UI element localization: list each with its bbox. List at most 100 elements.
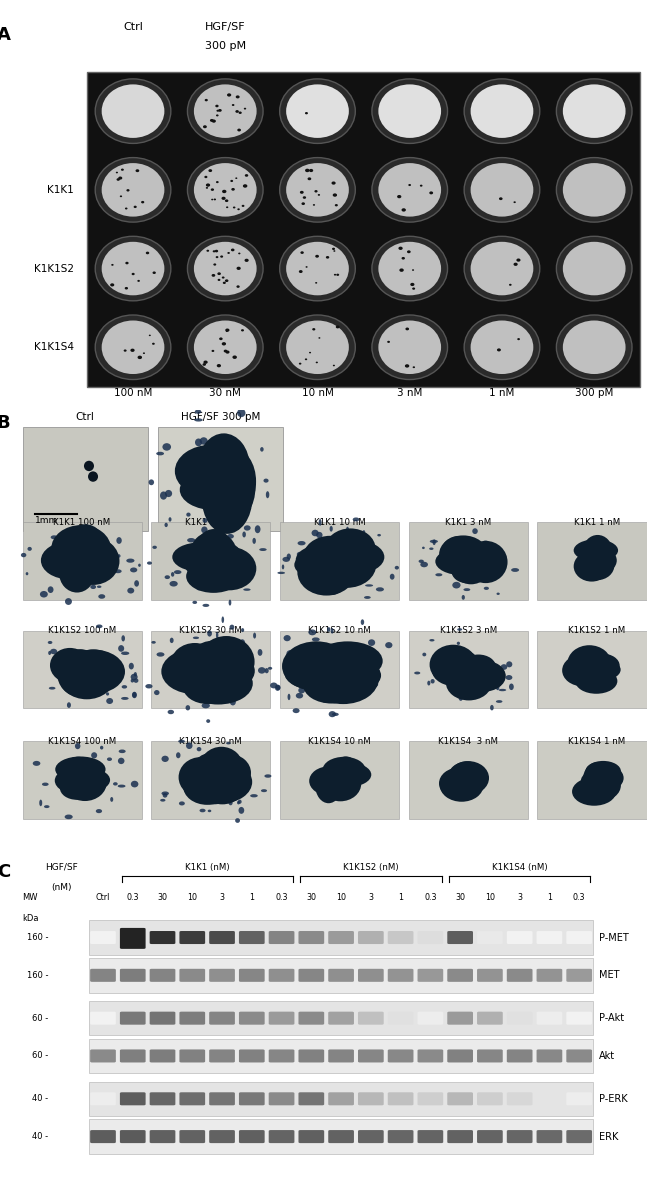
Ellipse shape: [239, 580, 246, 585]
Ellipse shape: [243, 184, 248, 188]
FancyBboxPatch shape: [507, 1130, 532, 1143]
Ellipse shape: [329, 711, 336, 717]
Ellipse shape: [222, 434, 228, 438]
Ellipse shape: [133, 692, 136, 698]
Ellipse shape: [191, 462, 255, 505]
Ellipse shape: [157, 652, 164, 657]
Ellipse shape: [332, 712, 339, 716]
Ellipse shape: [237, 267, 240, 269]
FancyBboxPatch shape: [507, 968, 532, 982]
Ellipse shape: [300, 653, 358, 695]
Ellipse shape: [84, 461, 94, 472]
Ellipse shape: [335, 205, 338, 207]
Ellipse shape: [407, 250, 411, 253]
Ellipse shape: [447, 761, 489, 795]
Ellipse shape: [471, 320, 533, 374]
Ellipse shape: [125, 288, 128, 290]
FancyBboxPatch shape: [328, 1130, 354, 1143]
Ellipse shape: [252, 538, 256, 544]
Ellipse shape: [178, 740, 185, 743]
Text: K1K1S2 30 nM: K1K1S2 30 nM: [179, 627, 242, 635]
Ellipse shape: [303, 196, 306, 198]
Ellipse shape: [223, 282, 226, 284]
FancyBboxPatch shape: [90, 1049, 116, 1062]
FancyBboxPatch shape: [150, 1092, 176, 1106]
Ellipse shape: [372, 158, 448, 223]
FancyBboxPatch shape: [477, 968, 502, 982]
Ellipse shape: [563, 164, 625, 217]
Ellipse shape: [263, 479, 268, 482]
Ellipse shape: [187, 777, 239, 805]
Ellipse shape: [63, 763, 107, 801]
Ellipse shape: [372, 236, 448, 301]
FancyBboxPatch shape: [507, 931, 532, 944]
Ellipse shape: [322, 757, 365, 783]
Ellipse shape: [268, 666, 272, 670]
Ellipse shape: [257, 650, 263, 656]
Ellipse shape: [132, 692, 137, 698]
Ellipse shape: [333, 250, 335, 251]
Ellipse shape: [334, 274, 336, 275]
Ellipse shape: [152, 343, 155, 345]
Ellipse shape: [296, 693, 303, 699]
FancyBboxPatch shape: [328, 1049, 354, 1062]
Ellipse shape: [51, 535, 58, 539]
Ellipse shape: [127, 588, 135, 593]
Ellipse shape: [147, 562, 152, 564]
Ellipse shape: [318, 194, 320, 196]
Ellipse shape: [25, 573, 29, 575]
Ellipse shape: [134, 580, 139, 587]
Ellipse shape: [226, 207, 228, 208]
FancyBboxPatch shape: [358, 1130, 384, 1143]
Ellipse shape: [156, 452, 164, 456]
Ellipse shape: [447, 766, 486, 795]
Ellipse shape: [213, 263, 216, 266]
Ellipse shape: [187, 448, 255, 511]
Ellipse shape: [250, 794, 258, 798]
Ellipse shape: [276, 685, 280, 691]
Ellipse shape: [168, 517, 172, 522]
Ellipse shape: [299, 648, 365, 689]
Ellipse shape: [509, 683, 514, 691]
FancyBboxPatch shape: [388, 968, 413, 982]
Ellipse shape: [556, 315, 632, 379]
Ellipse shape: [287, 553, 291, 559]
Ellipse shape: [286, 242, 349, 295]
Ellipse shape: [309, 351, 311, 354]
Bar: [409, 630, 528, 709]
Ellipse shape: [291, 675, 298, 680]
Ellipse shape: [192, 600, 197, 604]
Ellipse shape: [446, 665, 492, 700]
FancyBboxPatch shape: [566, 1130, 592, 1143]
Ellipse shape: [202, 463, 252, 534]
Bar: [23, 522, 142, 600]
Ellipse shape: [222, 277, 224, 279]
FancyBboxPatch shape: [566, 931, 592, 944]
Ellipse shape: [299, 362, 302, 365]
Ellipse shape: [212, 119, 216, 123]
Ellipse shape: [332, 182, 335, 185]
Ellipse shape: [141, 201, 144, 203]
Ellipse shape: [336, 326, 339, 328]
Text: 100 nM: 100 nM: [114, 389, 152, 398]
FancyBboxPatch shape: [388, 1130, 413, 1143]
Ellipse shape: [186, 559, 241, 593]
Ellipse shape: [161, 648, 228, 694]
Ellipse shape: [242, 205, 244, 207]
FancyBboxPatch shape: [239, 968, 265, 982]
Ellipse shape: [309, 766, 350, 795]
Text: 3: 3: [369, 894, 373, 902]
Bar: [151, 741, 270, 819]
Ellipse shape: [317, 695, 322, 699]
Ellipse shape: [226, 328, 229, 332]
Ellipse shape: [235, 111, 239, 113]
Ellipse shape: [136, 170, 139, 172]
Ellipse shape: [189, 552, 235, 592]
Ellipse shape: [206, 183, 210, 186]
Ellipse shape: [170, 638, 174, 644]
Ellipse shape: [245, 174, 248, 177]
Ellipse shape: [143, 352, 145, 354]
FancyBboxPatch shape: [477, 1049, 502, 1062]
Ellipse shape: [457, 641, 460, 645]
Ellipse shape: [233, 207, 235, 208]
